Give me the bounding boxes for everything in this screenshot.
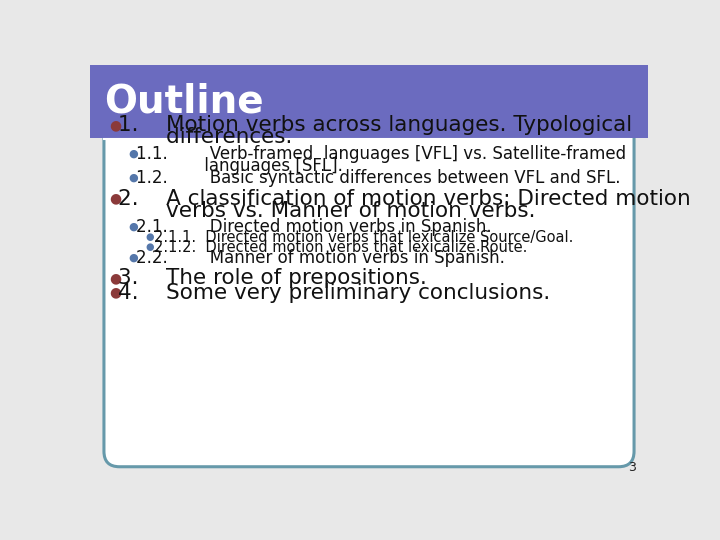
FancyBboxPatch shape: [90, 65, 648, 138]
Text: ●: ●: [109, 271, 122, 285]
FancyBboxPatch shape: [104, 105, 634, 467]
Text: ●: ●: [129, 253, 138, 263]
Text: 1.2.        Basic syntactic differences between VFL and SFL.: 1.2. Basic syntactic differences between…: [137, 169, 621, 187]
Text: 2.1.2.  Directed motion verbs that lexicalize Route.: 2.1.2. Directed motion verbs that lexica…: [153, 240, 527, 255]
Text: ●: ●: [145, 242, 154, 252]
Text: 2.    A classification of motion verbs: Directed motion: 2. A classification of motion verbs: Dir…: [118, 189, 690, 209]
Text: 2.1.        Directed motion verbs in Spanish.: 2.1. Directed motion verbs in Spanish.: [137, 218, 492, 235]
Text: ●: ●: [109, 192, 122, 206]
Text: ●: ●: [109, 118, 122, 132]
Text: differences.: differences.: [118, 127, 292, 147]
Text: ●: ●: [129, 221, 138, 232]
Text: languages [SFL].: languages [SFL].: [137, 158, 343, 176]
Text: ●: ●: [129, 149, 138, 159]
Text: ●: ●: [109, 286, 122, 300]
Text: 2.1.1.  Directed motion verbs that lexicalize Source/Goal.: 2.1.1. Directed motion verbs that lexica…: [153, 230, 573, 245]
Text: ●: ●: [145, 232, 154, 242]
Text: 2.2.        Manner of motion verbs in Spanish.: 2.2. Manner of motion verbs in Spanish.: [137, 249, 505, 267]
Text: 3.    The role of prepositions.: 3. The role of prepositions.: [118, 268, 427, 288]
Text: ●: ●: [129, 173, 138, 183]
Text: verbs vs. Manner of motion verbs.: verbs vs. Manner of motion verbs.: [118, 201, 536, 221]
Text: 4.    Some very preliminary conclusions.: 4. Some very preliminary conclusions.: [118, 283, 550, 303]
Text: 3: 3: [629, 462, 636, 475]
Text: Outline: Outline: [104, 83, 264, 120]
Text: 1.    Motion verbs across languages. Typological: 1. Motion verbs across languages. Typolo…: [118, 115, 632, 135]
Text: 1.1.        Verb-framed  languages [VFL] vs. Satellite-framed: 1.1. Verb-framed languages [VFL] vs. Sat…: [137, 145, 626, 163]
